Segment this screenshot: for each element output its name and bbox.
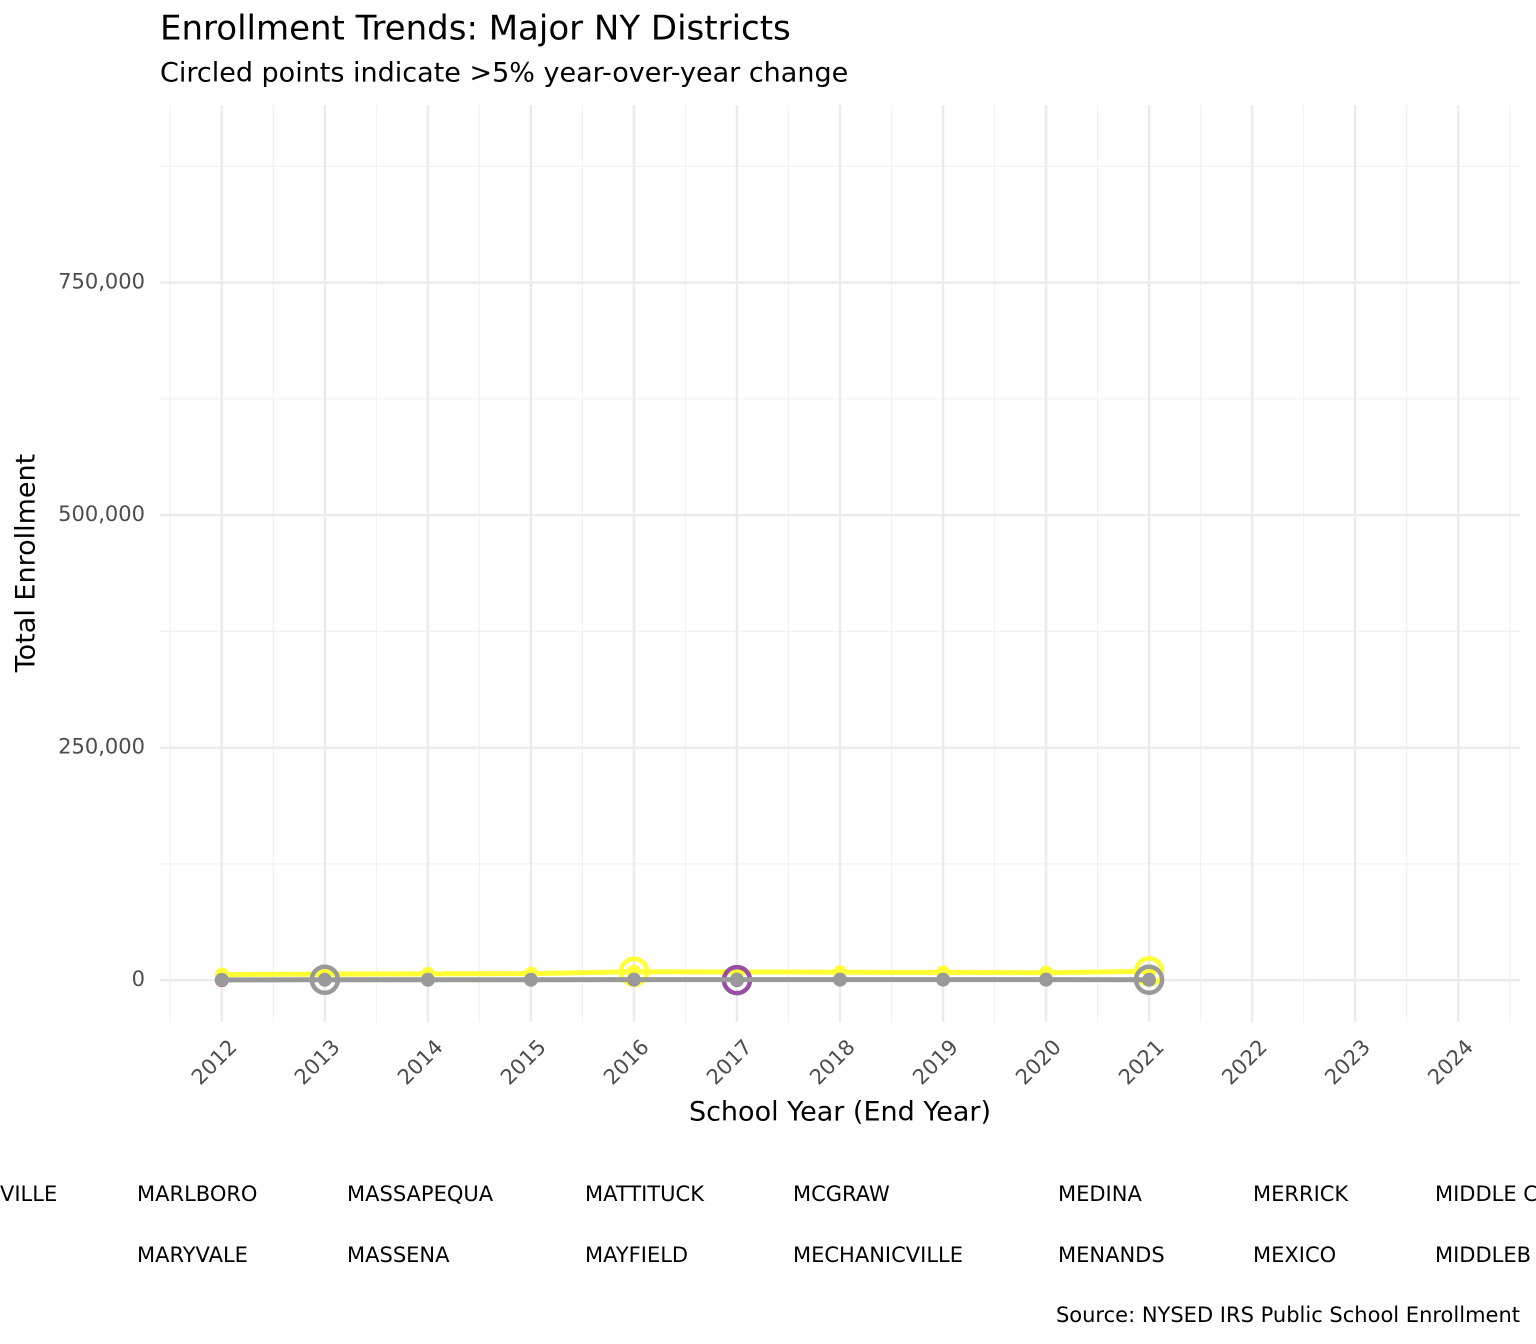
x-tick-label: 2023 [1320, 1035, 1375, 1090]
x-tick-label: 2021 [1114, 1035, 1169, 1090]
chart-subtitle: Circled points indicate >5% year-over-ye… [160, 58, 848, 89]
x-tick-label: 2020 [1011, 1035, 1066, 1090]
legend-entry: MASSAPEQUA [347, 1182, 494, 1206]
legend-entry: MENANDS [1058, 1243, 1165, 1267]
legend-entry: MIDDLEB [1435, 1243, 1531, 1267]
x-tick-label: 2022 [1217, 1035, 1272, 1090]
legend-entry: MCGRAW [793, 1182, 890, 1206]
data-point [936, 972, 951, 987]
y-tick-label: 750,000 [58, 270, 145, 294]
legend-entry: MIDDLE C [1435, 1182, 1536, 1206]
change-ring [309, 964, 341, 996]
series-line [221, 968, 1150, 978]
x-tick-label: 2019 [908, 1035, 963, 1090]
y-axis-title: Total Enrollment [11, 454, 42, 673]
legend-entry: MAYFIELD [585, 1243, 688, 1267]
y-tick-label: 500,000 [58, 502, 145, 526]
data-point [420, 972, 435, 987]
x-tick-label: 2024 [1423, 1035, 1478, 1090]
legend-entry: MARYVALE [137, 1243, 248, 1267]
data-point [729, 972, 744, 987]
y-tick-label: 250,000 [58, 735, 145, 759]
data-point [626, 972, 641, 987]
data-point [1039, 972, 1054, 987]
x-tick-label: 2014 [393, 1035, 448, 1090]
legend-entry: MATTITUCK [585, 1182, 705, 1206]
x-tick-label: 2013 [290, 1035, 345, 1090]
data-point [317, 972, 332, 987]
data-point [833, 972, 847, 987]
legend-entry: MECHANICVILLE [793, 1243, 963, 1267]
x-tick-label: 2012 [187, 1035, 242, 1090]
x-tick-label: 2018 [805, 1035, 860, 1090]
x-tick-label: 2017 [702, 1035, 757, 1090]
x-tick-label: 2016 [599, 1035, 654, 1090]
data-point [214, 972, 229, 987]
legend-entry: MEXICO [1253, 1243, 1336, 1267]
data-point [1142, 972, 1157, 987]
legend-entry: MASSENA [347, 1243, 450, 1267]
grid [160, 105, 1520, 1022]
chart-title: Enrollment Trends: Major NY Districts [160, 9, 791, 49]
caption: Source: NYSED IRS Public School Enrollme… [1056, 1303, 1520, 1327]
legend-entry: MARLBORO [137, 1182, 257, 1206]
legend-entry: MEDINA [1058, 1182, 1142, 1206]
data-point [523, 972, 538, 987]
x-tick-label: 2015 [496, 1035, 551, 1090]
marks [214, 956, 1165, 996]
legend-entry: VILLE [0, 1182, 57, 1206]
x-axis-title: School Year (End Year) [689, 1097, 991, 1128]
legend-entry: MERRICK [1253, 1182, 1349, 1206]
y-tick-label: 0 [132, 967, 145, 991]
change-ring [1133, 964, 1165, 996]
